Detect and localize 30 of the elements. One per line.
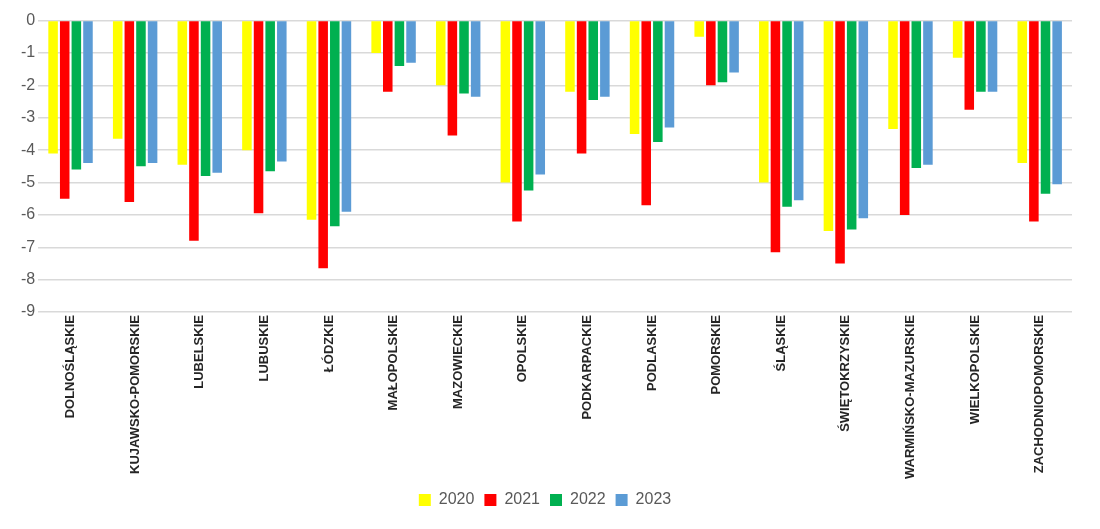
y-tick-label: -7 [20,237,36,255]
x-tick-label: LUBUSKIE [255,314,271,382]
y-tick-label: -5 [20,172,36,190]
y-tick-label: -1 [20,43,36,61]
x-tick-label: WARMIŃSKO-MAZURSKIE [902,314,918,479]
y-tick-label: -4 [20,140,36,158]
legend-label: 2022 [570,490,606,508]
x-tick-label: ŚLĄSKIE [772,314,788,372]
x-tick-label: OPOLSKIE [514,314,530,383]
x-tick-label: WIELKOPOLSKIE [966,314,982,425]
y-tick-label: -8 [20,270,36,288]
x-tick-label: MAŁOPOLSKIE [385,314,401,411]
x-tick-label: ZACHODNIOPOMORSKIE [1031,314,1047,474]
y-tick-label: -2 [20,75,36,93]
x-tick-label: LUBELSKIE [191,314,207,389]
x-tick-label: KUJAWSKO-POMORSKIE [126,314,142,474]
legend-label: 2021 [504,490,541,508]
y-tick-label: -9 [20,302,36,320]
x-tick-label: ŚWIĘTOKRZYSKIE [837,314,853,432]
y-tick-label: -6 [20,205,36,223]
y-tick-label: -3 [20,108,36,126]
x-tick-label: PODLASKIE [643,314,659,391]
legend-label: 2023 [635,490,672,508]
y-tick-label: 0 [26,11,36,29]
x-tick-label: PODKARPACKIE [579,314,594,420]
legend-label: 2020 [438,490,475,508]
x-tick-label: DOLNOŚLĄSKIE [62,314,78,419]
x-tick-label: ŁÓDZKIE [320,314,336,373]
x-tick-label: POMORSKIE [708,314,724,395]
x-tick-label: MAZOWIECKIE [449,314,465,409]
